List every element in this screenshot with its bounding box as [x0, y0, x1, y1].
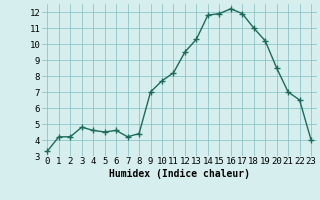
X-axis label: Humidex (Indice chaleur): Humidex (Indice chaleur): [109, 169, 250, 179]
